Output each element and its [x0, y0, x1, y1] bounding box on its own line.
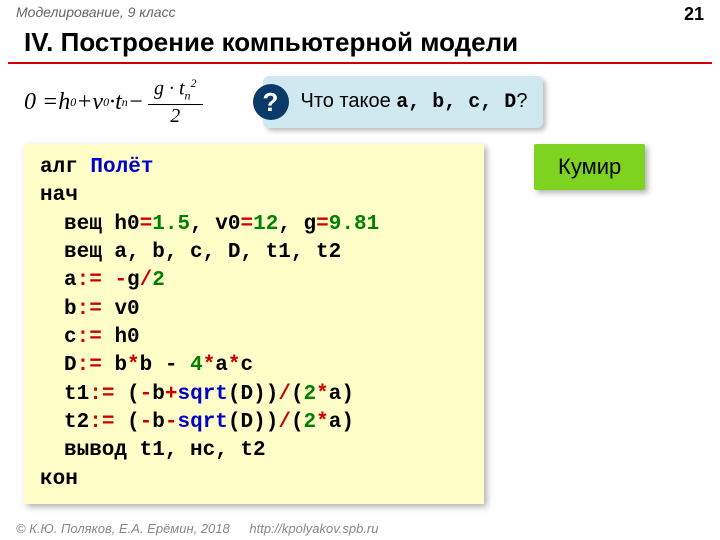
callout-text: Что такое a, b, c, D?	[301, 90, 528, 114]
language-badge: Кумир	[534, 144, 645, 190]
formula: 0 = h0 + v0 · tn − g · tn2 2	[24, 76, 203, 128]
breadcrumb: Моделирование, 9 класс	[16, 4, 176, 25]
question-icon: ?	[253, 84, 289, 120]
question-callout: ? Что такое a, b, c, D?	[263, 76, 544, 128]
footer: © К.Ю. Поляков, Е.А. Ерёмин, 2018 http:/…	[16, 521, 378, 536]
page-title: IV. Построение компьютерной модели	[8, 27, 712, 64]
footer-link[interactable]: http://kpolyakov.spb.ru	[249, 521, 378, 536]
page-number: 21	[684, 4, 704, 25]
code-block: алг Полёт нач вещ h0=1.5, v0=12, g=9.81 …	[24, 144, 484, 504]
